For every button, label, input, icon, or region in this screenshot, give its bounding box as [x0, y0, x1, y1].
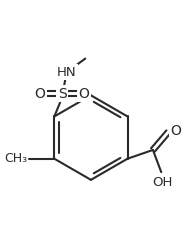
Text: S: S: [58, 87, 66, 101]
Text: OH: OH: [152, 176, 172, 188]
Text: O: O: [79, 87, 90, 101]
Text: O: O: [34, 87, 45, 101]
Text: CH₃: CH₃: [5, 152, 28, 165]
Text: O: O: [171, 124, 181, 138]
Text: HN: HN: [57, 66, 77, 79]
